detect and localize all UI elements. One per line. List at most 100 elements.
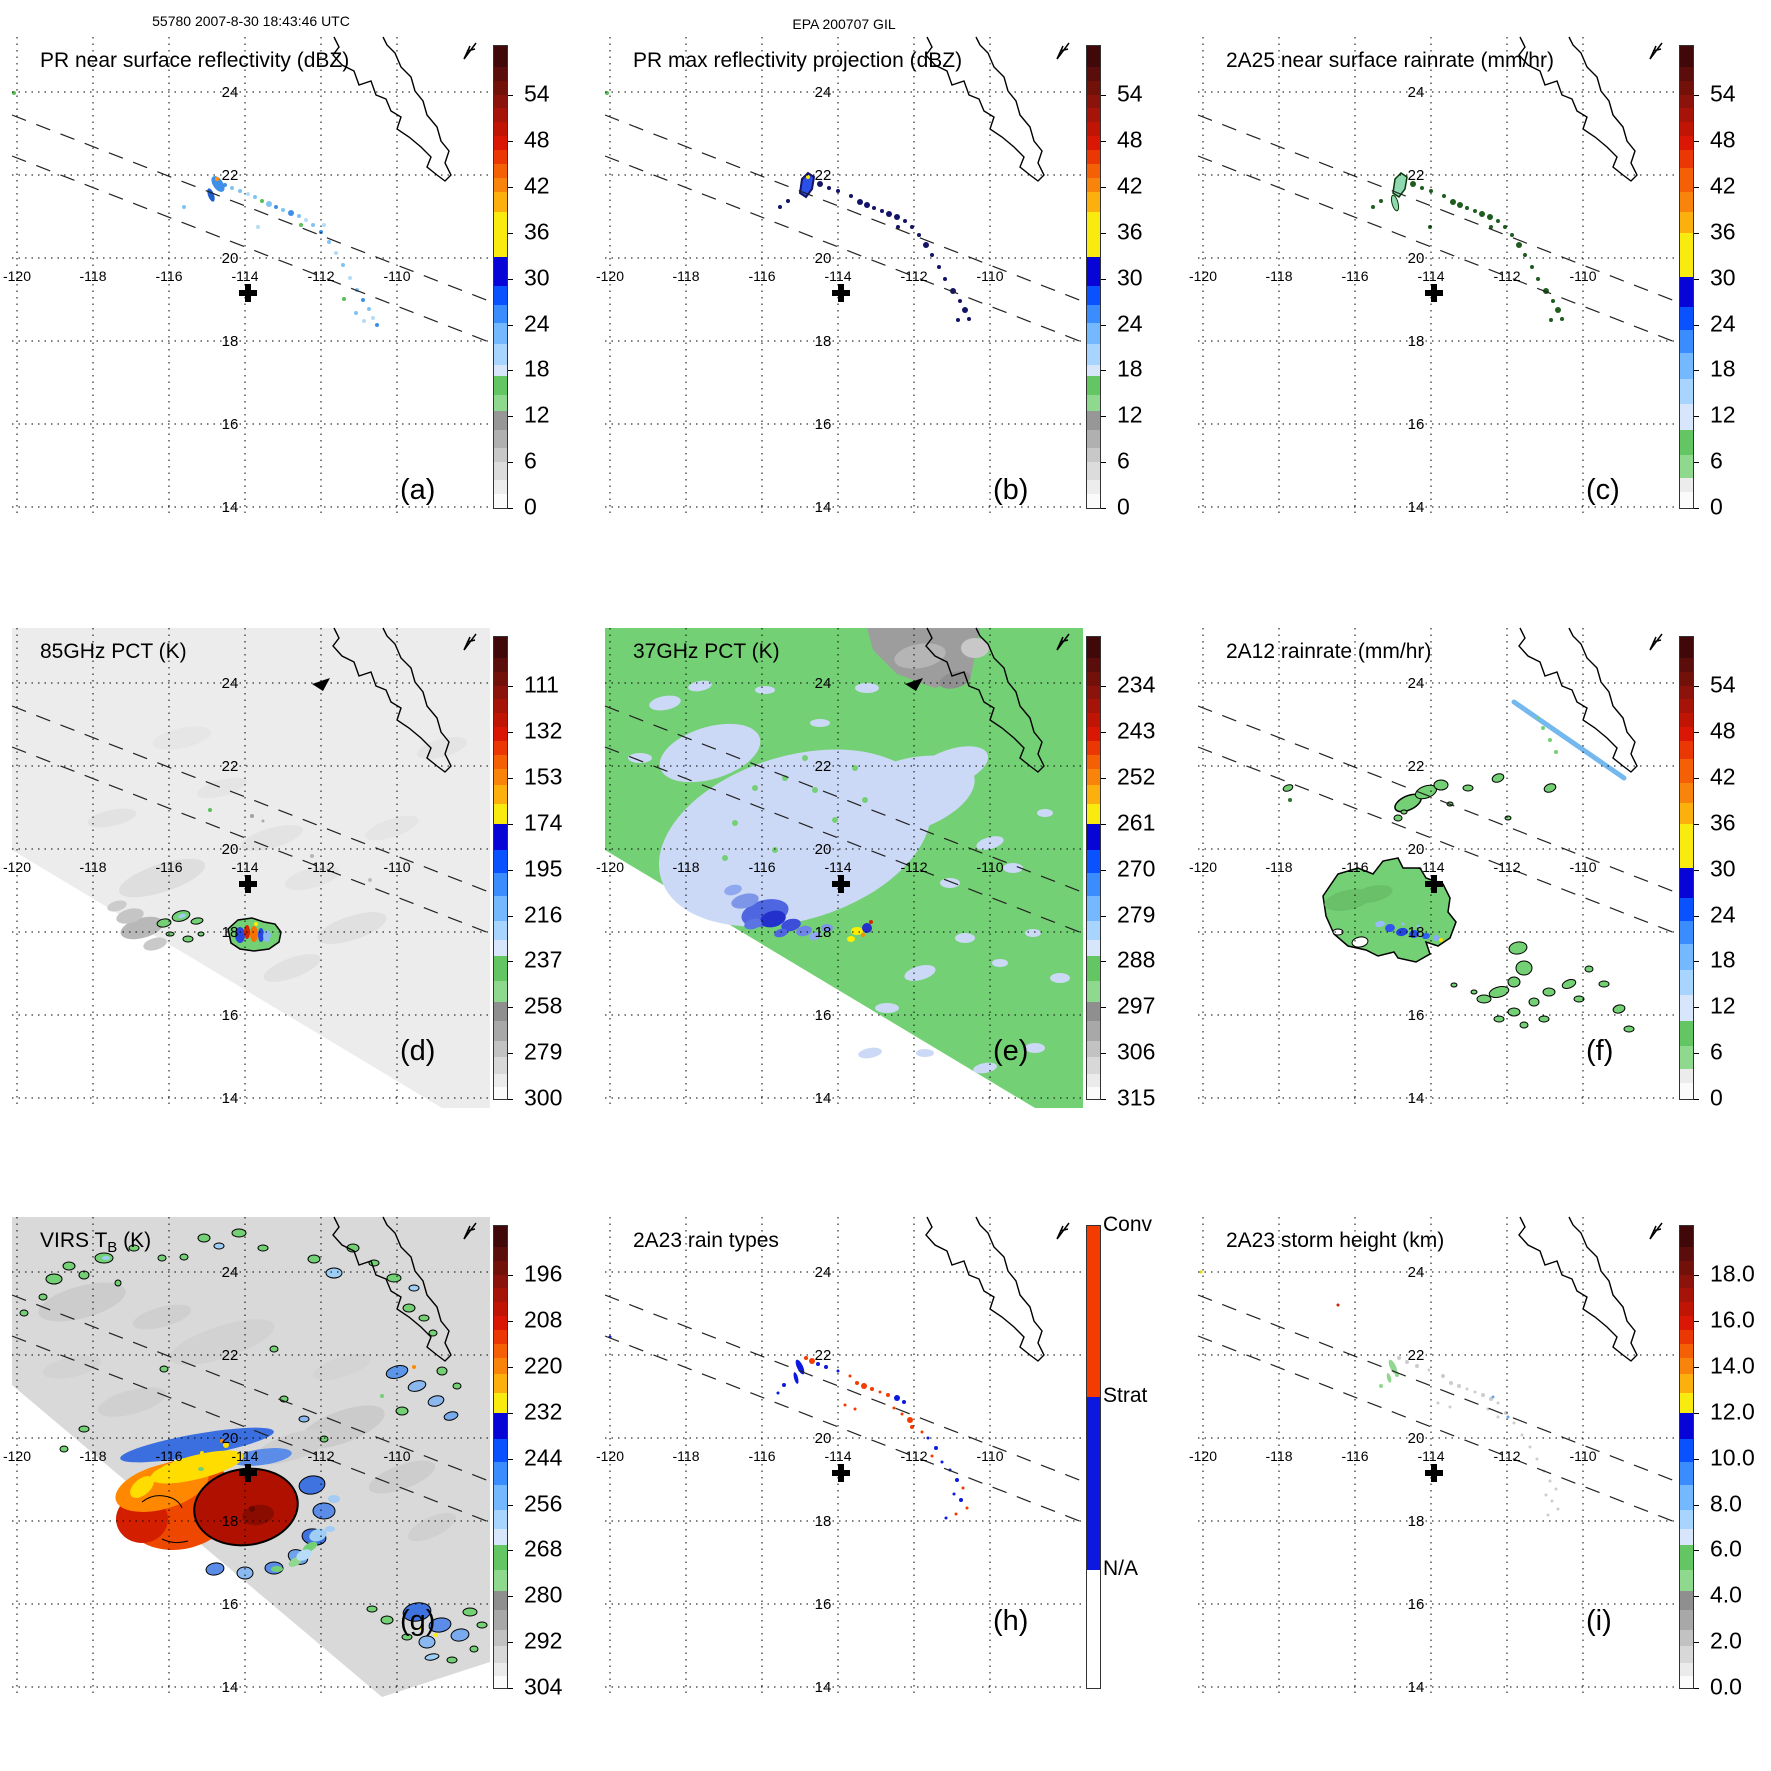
map-contour [161, 1538, 189, 1544]
map-blob [724, 884, 742, 896]
colorbar-segment [494, 1302, 507, 1317]
lon-label: -112 [1494, 268, 1521, 284]
colorbar-segment [494, 323, 507, 345]
colorbar-segment [1680, 1484, 1693, 1511]
map-dot [223, 183, 227, 187]
colorbar-segment [1087, 108, 1100, 123]
map-dot [1405, 1360, 1409, 1364]
lat-label: 20 [815, 841, 832, 858]
map-dot [944, 1516, 948, 1520]
storm-center-marker [239, 875, 257, 893]
panel-f: -120 -118 -116 -114 -112 -110 24 22 20 18 16 14 2A12… [1186, 591, 1771, 1176]
map-blob [130, 1476, 154, 1498]
map-dot [943, 277, 947, 281]
colorbar-segment [1680, 713, 1693, 728]
colorbar-segment [1087, 344, 1100, 366]
map-dot [1420, 186, 1424, 190]
colorbar-tick [1694, 95, 1699, 97]
colorbar-segment [1087, 461, 1100, 481]
map-dot [1336, 1303, 1340, 1307]
lon-label: -114 [1418, 1448, 1445, 1464]
lat-label: 22 [222, 758, 239, 775]
colorbar-i [1679, 1225, 1699, 1689]
colorbar-e [1086, 636, 1106, 1100]
map-blob [855, 683, 879, 693]
map-blob [1515, 960, 1533, 976]
colorbar-segment [1087, 1570, 1100, 1689]
colorbar-segment [494, 1246, 507, 1262]
colorbar-segment [1680, 66, 1693, 82]
map-blob [1400, 809, 1408, 815]
colorbar-tick [1101, 823, 1106, 825]
map-dot [1288, 798, 1292, 802]
map-blob [628, 753, 652, 763]
map-contour [141, 1495, 183, 1509]
lon-label: -110 [384, 859, 411, 875]
map-dot [1199, 1270, 1203, 1274]
map-blob [744, 918, 762, 930]
colorbar-segment [494, 1057, 507, 1075]
map-dot [342, 297, 346, 301]
map-h: -120 -118 -116 -114 -112 -110 24 22 20 18 16 14 2A23… [596, 1216, 1084, 1697]
panel-letter: (f) [1586, 1035, 1613, 1067]
swath-edge-lower [1197, 1335, 1677, 1523]
colorbar-segment [1680, 1260, 1693, 1275]
colorbar-segment [494, 480, 507, 495]
map-blob [1409, 929, 1419, 939]
colorbar-segment [494, 1413, 507, 1439]
colorbar-segment [1680, 1570, 1693, 1592]
colorbar-tick [508, 1504, 513, 1506]
map-blob [380, 1615, 394, 1625]
panel-header-b: EPA 200707 GIL [792, 16, 896, 32]
lat-label: 22 [1408, 167, 1425, 184]
map-blob [1433, 935, 1439, 941]
map-blob [1422, 932, 1430, 940]
colorbar-segment [1680, 1082, 1693, 1100]
colorbar-f [1679, 636, 1699, 1100]
colorbar-tick [508, 1367, 513, 1369]
colorbar-segment [494, 1510, 507, 1530]
map-dot [832, 817, 838, 823]
swath-edge-upper [1197, 705, 1677, 893]
panel-title: 2A23 storm height (km) [1226, 1229, 1444, 1252]
colorbar-label: 36 [1710, 218, 1736, 245]
colorbar-label: 24 [1710, 901, 1736, 928]
storm-center-marker [239, 1464, 257, 1482]
map-dot [288, 210, 294, 216]
map-dot [1481, 1393, 1485, 1397]
swath-edge-lower [11, 155, 491, 343]
map-blob [894, 643, 946, 669]
lat-label: 20 [1408, 841, 1425, 858]
lat-label: 18 [222, 1513, 239, 1530]
lat-label: 20 [1408, 250, 1425, 267]
map-blob [1623, 1025, 1635, 1033]
colorbar-segment [1087, 494, 1100, 509]
colorbar-tick [1101, 961, 1106, 963]
map-blob [1573, 995, 1585, 1003]
colorbar-segment [494, 256, 507, 287]
panel-title: 2A25 near surface rainrate (mm/hr) [1226, 49, 1554, 72]
colorbar-segment [1680, 150, 1693, 169]
colorbar-tick [1101, 869, 1106, 871]
map-blob [159, 1365, 169, 1373]
lat-label: 16 [1408, 416, 1425, 433]
map-blob [102, 1256, 110, 1260]
lon-label: -118 [80, 859, 107, 875]
map-blob [428, 1329, 438, 1337]
lat-label: 14 [222, 499, 239, 516]
storm-center-marker [832, 1464, 850, 1482]
map-dot [962, 307, 968, 313]
colorbar-segment [1680, 944, 1693, 971]
map-dot [772, 847, 778, 853]
colorbar-tick [1101, 778, 1106, 780]
map-blob [271, 1566, 283, 1572]
colorbar-label: 24 [1710, 310, 1736, 337]
map-blob [408, 1284, 420, 1292]
map-dot [1397, 1356, 1401, 1360]
lat-label: 24 [815, 675, 832, 692]
map-dot [182, 205, 186, 209]
map-dot [412, 1365, 416, 1369]
map-blob [443, 1411, 459, 1421]
colorbar-segment [1087, 122, 1100, 137]
